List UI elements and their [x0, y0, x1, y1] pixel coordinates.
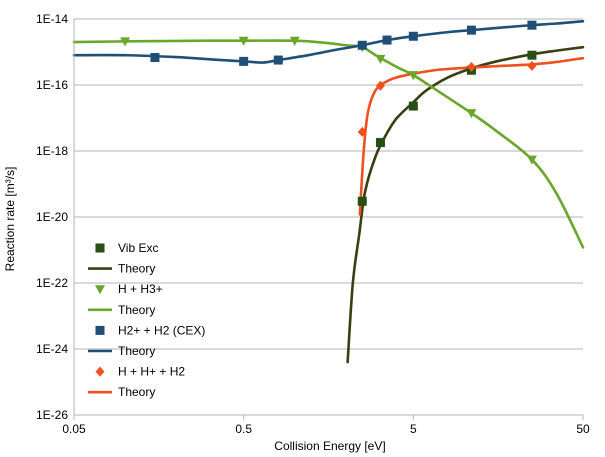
data-point-0 [527, 50, 537, 60]
x-tick-label: 0.05 [62, 422, 86, 436]
data-point-4 [239, 56, 249, 66]
series-line-7 [358, 56, 585, 216]
data-point-4 [150, 53, 160, 63]
x-tick-label: 5 [410, 422, 417, 436]
legend-label: Vib Exc [118, 241, 158, 255]
series-line-5 [72, 19, 585, 64]
data-point-0 [375, 138, 385, 148]
x-tick-label: 50 [576, 422, 590, 436]
legend-label: H2+ + H2 (CEX) [118, 323, 205, 337]
y-tick-label: 1E-22 [36, 276, 68, 290]
data-point-4 [408, 31, 418, 41]
legend-label: Theory [118, 303, 155, 317]
data-point-2 [408, 71, 419, 81]
legend-label: H + H3+ [118, 282, 163, 296]
x-axis-label: Collision Energy [eV] [274, 439, 385, 453]
data-point-2 [289, 36, 300, 46]
series-line-1 [346, 45, 585, 364]
plot-area [72, 19, 585, 364]
legend-label: Theory [118, 385, 155, 399]
y-tick-label: 1E-16 [36, 78, 68, 92]
series-line-3 [72, 39, 585, 249]
y-tick-label: 1E-20 [36, 210, 68, 224]
y-tick-label: 1E-26 [36, 408, 68, 422]
data-point-0 [357, 196, 367, 206]
y-axis-label: Reaction rate [m³/s] [3, 167, 17, 272]
legend-label: Theory [118, 262, 155, 276]
data-point-4 [273, 55, 283, 65]
legend-label: H + H+ + H2 [118, 365, 185, 379]
data-point-4 [357, 40, 367, 50]
data-point-6 [357, 126, 367, 137]
axes: 1E-14 1E-16 1E-18 1E-20 1E-22 1E-24 1E-260.05 0… [36, 12, 590, 436]
data-point-2 [120, 37, 131, 47]
y-tick-label: 1E-24 [36, 342, 68, 356]
x-tick-label: 0.5 [235, 422, 252, 436]
data-point-2 [375, 54, 386, 64]
y-tick-label: 1E-18 [36, 144, 68, 158]
data-point-6 [375, 80, 385, 91]
data-point-4 [382, 35, 392, 45]
data-point-6 [527, 60, 537, 71]
data-point-2 [238, 36, 249, 46]
data-point-4 [527, 20, 537, 30]
y-tick-label: 1E-14 [36, 12, 68, 26]
data-point-0 [408, 101, 418, 111]
legend-key-marker [95, 325, 105, 335]
legend: Vib Exc Theory H + H3+ Theory H2+ + H2 (CEX)… [88, 241, 205, 399]
data-point-2 [526, 155, 537, 165]
legend-label: Theory [118, 344, 155, 358]
legend-key-marker [95, 366, 105, 377]
legend-key-marker [95, 285, 105, 295]
data-point-2 [466, 109, 477, 119]
legend-key-marker [95, 243, 105, 253]
data-point-4 [466, 25, 476, 35]
data-markers [120, 20, 537, 206]
data-point-6 [466, 62, 476, 73]
